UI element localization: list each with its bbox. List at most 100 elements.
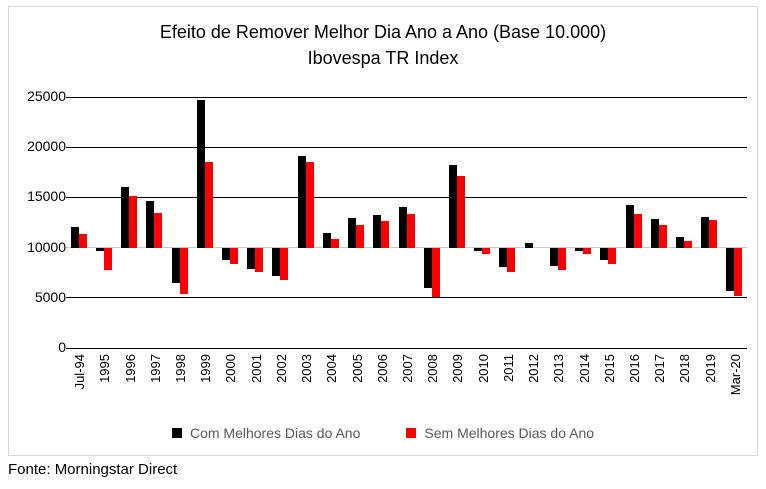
x-tick-label: 2010	[475, 354, 491, 383]
gridline	[66, 96, 747, 98]
x-tick-label: 2005	[349, 354, 365, 383]
x-tick-label: 2000	[223, 354, 239, 383]
bar-com-Mar-20	[726, 247, 735, 291]
bar-sem-2008	[431, 247, 440, 297]
x-tick-label: 1995	[97, 354, 113, 383]
bar-com-2014	[575, 247, 584, 251]
bar-sem-2019	[709, 220, 718, 248]
legend-item-sem: Sem Melhores Dias do Ano	[406, 425, 594, 441]
legend-label-com: Com Melhores Dias do Ano	[189, 425, 361, 441]
bar-com-2010	[474, 247, 483, 251]
x-tick-label: Jul-94	[72, 354, 88, 390]
x-tick-label: 2017	[652, 354, 668, 383]
x-tick-label: 2015	[601, 354, 617, 383]
bar-sem-2006	[381, 221, 390, 248]
bar-sem-Mar-20	[734, 247, 743, 296]
bar-com-2005	[348, 218, 357, 248]
x-tick-label: 2002	[273, 354, 289, 383]
x-tick-label: 2013	[551, 354, 567, 383]
bar-com-2008	[423, 247, 432, 288]
bar-com-2004	[322, 232, 331, 248]
x-tick-label: 2007	[400, 354, 415, 383]
bar-com-2011	[499, 247, 508, 267]
bar-com-1999	[196, 100, 205, 248]
y-tick-label: 15000	[27, 188, 66, 205]
bar-sem-2000	[229, 247, 238, 264]
y-tick-label: 0	[58, 339, 66, 355]
bar-sem-2010	[482, 247, 491, 254]
bar-com-1998	[171, 247, 180, 283]
chart-title: Efeito de Remover Melhor Dia Ano a Ano (…	[159, 22, 607, 42]
bar-sem-2009	[456, 176, 465, 248]
bar-com-2019	[701, 217, 710, 248]
chart-frame: Efeito de Remover Melhor Dia Ano a Ano (…	[8, 6, 758, 456]
bar-sem-2002	[280, 247, 289, 280]
bar-sem-2011	[507, 247, 516, 272]
bar-com-2015	[600, 247, 609, 260]
x-tick-label: 2008	[425, 354, 441, 383]
bar-com-2018	[675, 236, 684, 248]
bar-sem-2018	[683, 240, 692, 248]
bar-sem-Jul-94	[78, 233, 87, 248]
x-tick-label: 2016	[627, 354, 642, 383]
x-tick-label: 2009	[450, 354, 466, 383]
bar-sem-1997	[154, 213, 163, 248]
bar-com-2009	[448, 165, 457, 248]
y-tick-label: 10000	[27, 238, 66, 255]
legend-item-com: Com Melhores Dias do Ano	[171, 425, 361, 441]
y-tick-label: 20000	[27, 138, 66, 155]
bar-com-2006	[373, 215, 382, 248]
bar-com-2016	[625, 205, 634, 248]
bar-sem-2015	[608, 247, 617, 264]
bar-com-2001	[247, 247, 256, 269]
x-tick-label: 2003	[299, 354, 315, 383]
gridline	[66, 347, 747, 349]
bar-com-1995	[95, 247, 104, 251]
bar-com-2013	[549, 247, 558, 266]
bar-sem-2007	[406, 214, 415, 248]
x-tick-label: 2018	[677, 354, 693, 383]
legend-label-sem: Sem Melhores Dias do Ano	[424, 425, 595, 441]
x-tick-label: Mar-20	[727, 354, 743, 396]
bar-sem-1998	[179, 247, 188, 294]
bar-sem-2001	[255, 247, 264, 272]
bar-sem-2016	[633, 214, 642, 248]
legend-swatch-com	[171, 428, 182, 438]
chart-subtitle: Ibovespa TR Index	[307, 48, 459, 68]
legend-swatch-sem	[406, 428, 417, 438]
bar-com-1996	[121, 187, 130, 248]
bar-sem-1995	[103, 247, 112, 270]
bar-com-2017	[650, 219, 659, 248]
bar-sem-1999	[204, 162, 213, 248]
baseline-gridline	[66, 247, 747, 249]
x-tick-label: 1998	[173, 354, 188, 383]
source-note: Fonte: Morningstar Direct	[8, 461, 178, 478]
bar-com-2002	[272, 247, 281, 276]
y-tick-label: 5000	[34, 288, 66, 305]
x-tick-label: 2006	[374, 354, 390, 383]
x-tick-label: 2011	[500, 354, 516, 382]
x-tick-label: 1996	[122, 354, 138, 383]
bar-sem-2013	[557, 247, 566, 270]
x-tick-label: 2012	[526, 354, 542, 383]
x-tick-label: 2001	[248, 354, 264, 383]
bar-com-Jul-94	[70, 226, 79, 248]
bar-com-2007	[398, 207, 407, 248]
bar-com-2012	[524, 242, 533, 248]
bar-sem-2004	[330, 238, 339, 248]
bar-sem-2005	[356, 224, 365, 248]
x-tick-label: 2019	[702, 354, 718, 383]
bar-sem-2014	[583, 247, 592, 254]
gridline	[66, 297, 747, 299]
x-tick-label: 1999	[198, 354, 214, 383]
bar-sem-1996	[129, 196, 138, 248]
x-tick-label: 1997	[147, 354, 163, 383]
legend: Com Melhores Dias do Ano Sem Melhores Di…	[9, 425, 757, 441]
x-tick-label: 2014	[576, 354, 592, 383]
bar-com-1997	[146, 201, 155, 248]
y-tick-label: 25000	[27, 88, 66, 104]
bar-com-2000	[221, 247, 230, 260]
bar-com-2003	[297, 156, 306, 248]
gridline	[66, 196, 747, 198]
